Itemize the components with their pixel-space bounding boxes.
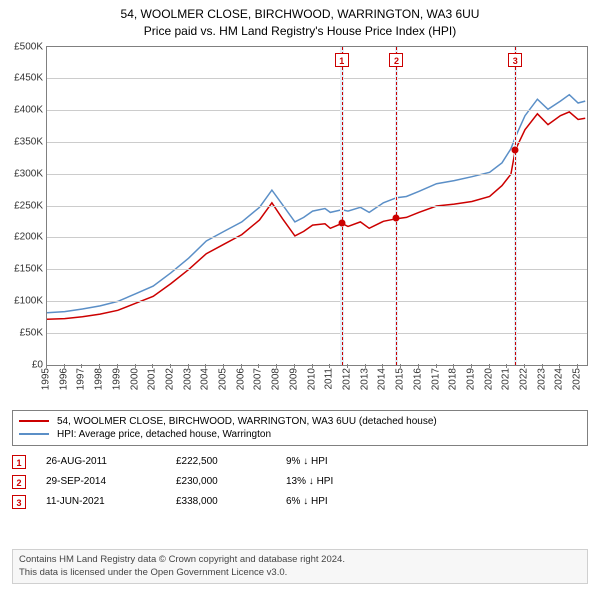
x-axis-label: 2002 — [164, 368, 175, 390]
event-hpi-diff: 13% ↓ HPI — [286, 476, 406, 487]
x-axis-label: 2003 — [182, 368, 193, 390]
y-axis-label: £400K — [14, 105, 47, 116]
x-axis-label: 1999 — [111, 368, 122, 390]
x-axis-label: 2023 — [536, 368, 547, 390]
footer-line: This data is licensed under the Open Gov… — [19, 567, 581, 579]
x-axis-label: 1996 — [58, 368, 69, 390]
y-axis-label: £300K — [14, 168, 47, 179]
x-axis-label: 2006 — [235, 368, 246, 390]
event-hpi-diff: 6% ↓ HPI — [286, 496, 406, 507]
x-axis-label: 2024 — [554, 368, 565, 390]
legend-label: 54, WOOLMER CLOSE, BIRCHWOOD, WARRINGTON… — [57, 416, 437, 427]
x-axis-label: 2010 — [306, 368, 317, 390]
x-axis-label: 2009 — [288, 368, 299, 390]
x-axis-label: 2004 — [200, 368, 211, 390]
legend-swatch — [19, 420, 49, 422]
chart-title-block: 54, WOOLMER CLOSE, BIRCHWOOD, WARRINGTON… — [0, 0, 600, 42]
title-line-1: 54, WOOLMER CLOSE, BIRCHWOOD, WARRINGTON… — [0, 6, 600, 23]
y-axis-label: £450K — [14, 73, 47, 84]
x-axis-label: 2008 — [271, 368, 282, 390]
x-axis-label: 2015 — [395, 368, 406, 390]
y-axis-label: £500K — [14, 41, 47, 52]
event-number: 2 — [12, 475, 26, 489]
legend-swatch — [19, 433, 49, 435]
x-axis: 1995199619971998199920002001200220032004… — [46, 364, 588, 404]
y-axis-label: £100K — [14, 295, 47, 306]
sale-events-table: 1 26-AUG-2011£222,5009% ↓ HPI 2 29-SEP-2014… — [12, 452, 588, 512]
event-number-box: 1 — [335, 53, 349, 67]
x-axis-label: 2020 — [483, 368, 494, 390]
price-chart: £0£50K£100K£150K£200K£250K£300K£350K£400… — [46, 46, 588, 366]
sale-marker — [393, 215, 400, 222]
x-axis-label: 2014 — [377, 368, 388, 390]
y-axis-label: £150K — [14, 264, 47, 275]
event-number: 1 — [12, 455, 26, 469]
legend-label: HPI: Average price, detached house, Warr… — [57, 429, 271, 440]
footer-line: Contains HM Land Registry data © Crown c… — [19, 554, 581, 566]
sale-marker — [512, 146, 519, 153]
event-row: 2 29-SEP-2014£230,00013% ↓ HPI — [12, 472, 588, 492]
event-marker-line — [396, 47, 397, 365]
event-number-box: 2 — [389, 53, 403, 67]
event-price: £338,000 — [176, 496, 286, 507]
sale-marker — [338, 220, 345, 227]
event-date: 26-AUG-2011 — [46, 456, 176, 467]
x-axis-label: 2017 — [430, 368, 441, 390]
x-axis-label: 2007 — [253, 368, 264, 390]
x-axis-label: 2021 — [501, 368, 512, 390]
title-line-2: Price paid vs. HM Land Registry's House … — [0, 23, 600, 40]
x-axis-label: 2025 — [572, 368, 583, 390]
event-price: £230,000 — [176, 476, 286, 487]
x-axis-label: 2012 — [341, 368, 352, 390]
x-axis-label: 2019 — [465, 368, 476, 390]
event-date: 29-SEP-2014 — [46, 476, 176, 487]
x-axis-label: 1998 — [94, 368, 105, 390]
legend: 54, WOOLMER CLOSE, BIRCHWOOD, WARRINGTON… — [12, 410, 588, 446]
event-row: 1 26-AUG-2011£222,5009% ↓ HPI — [12, 452, 588, 472]
event-price: £222,500 — [176, 456, 286, 467]
y-axis-label: £350K — [14, 136, 47, 147]
x-axis-label: 2000 — [129, 368, 140, 390]
y-axis-label: £250K — [14, 200, 47, 211]
x-axis-label: 2018 — [448, 368, 459, 390]
x-axis-label: 2001 — [147, 368, 158, 390]
x-axis-label: 2011 — [324, 368, 335, 390]
event-number-box: 3 — [508, 53, 522, 67]
x-axis-label: 2013 — [359, 368, 370, 390]
event-marker-line — [515, 47, 516, 365]
attribution-footer: Contains HM Land Registry data © Crown c… — [12, 549, 588, 584]
x-axis-label: 2016 — [412, 368, 423, 390]
event-marker-line — [342, 47, 343, 365]
event-date: 11-JUN-2021 — [46, 496, 176, 507]
x-axis-label: 1997 — [76, 368, 87, 390]
event-hpi-diff: 9% ↓ HPI — [286, 456, 406, 467]
y-axis-label: £200K — [14, 232, 47, 243]
y-axis-label: £50K — [20, 327, 47, 338]
event-number: 3 — [12, 495, 26, 509]
legend-item: HPI: Average price, detached house, Warr… — [19, 428, 581, 441]
x-axis-label: 2022 — [519, 368, 530, 390]
event-row: 3 11-JUN-2021£338,0006% ↓ HPI — [12, 492, 588, 512]
x-axis-label: 1995 — [41, 368, 52, 390]
series-hpi — [47, 94, 585, 312]
legend-item: 54, WOOLMER CLOSE, BIRCHWOOD, WARRINGTON… — [19, 415, 581, 428]
x-axis-label: 2005 — [218, 368, 229, 390]
